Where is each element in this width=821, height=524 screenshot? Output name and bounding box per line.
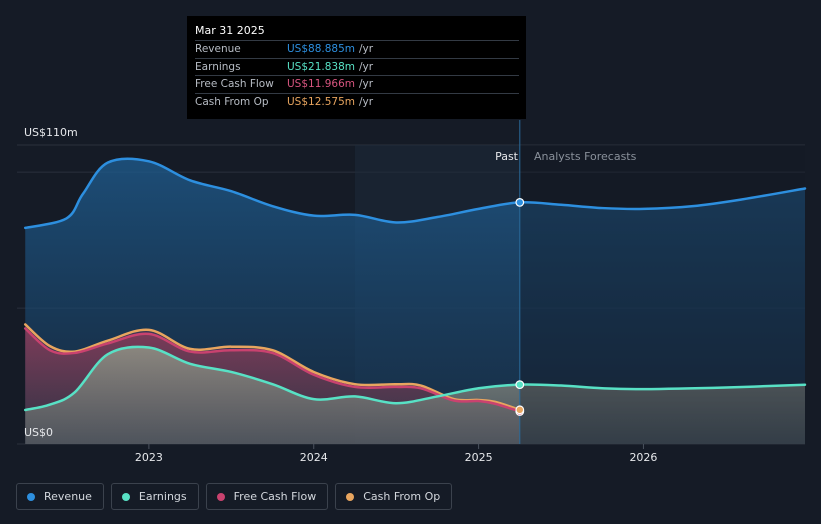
earnings-line <box>23 345 807 412</box>
legend-label: Earnings <box>138 490 187 503</box>
revenue-line <box>23 157 807 230</box>
hover-tooltip: Mar 31 2025 Revenue US$88.885m /yr Earni… <box>187 16 526 119</box>
y-axis-top-label: US$110m <box>24 126 78 139</box>
free-cash-flow-dot-icon <box>216 492 225 501</box>
tooltip-unit: /yr <box>359 60 374 73</box>
cfo-cutoff-marker <box>515 405 525 415</box>
legend-earnings[interactable]: Earnings <box>110 483 199 510</box>
tooltip-unit: /yr <box>359 95 374 108</box>
x-tick-label: 2025 <box>465 451 493 464</box>
tooltip-value: US$21.838m <box>287 60 355 73</box>
legend-revenue[interactable]: Revenue <box>16 483 104 510</box>
earnings-area <box>25 346 806 444</box>
tooltip-label: Free Cash Flow <box>195 78 274 90</box>
forecast-label: Analysts Forecasts <box>534 150 637 163</box>
tooltip-row-revenue: Revenue US$88.885m /yr <box>195 40 519 58</box>
tooltip-unit: /yr <box>359 43 374 55</box>
chart-legend: Revenue Earnings Free Cash Flow Cash Fro… <box>16 483 453 510</box>
y-axis-bottom-label: US$0 <box>24 426 53 439</box>
past-label: Past <box>495 150 519 163</box>
fcf-line <box>23 327 522 413</box>
cash-from-op-dot-icon <box>346 492 355 501</box>
x-tick-label: 2024 <box>300 451 328 464</box>
legend-label: Revenue <box>44 490 92 503</box>
tooltip-value: US$88.885m <box>287 43 355 55</box>
tooltip-date: Mar 31 2025 <box>195 24 265 37</box>
x-tick-label: 2023 <box>135 451 163 464</box>
earnings-dot-icon <box>121 492 130 501</box>
legend-label: Free Cash Flow <box>233 490 317 503</box>
series-lines <box>23 157 807 413</box>
forecast-shade <box>519 145 805 444</box>
legend-free-cash-flow[interactable]: Free Cash Flow <box>205 483 329 510</box>
revenue-dot-icon <box>27 492 35 501</box>
legend-label: Cash From Op <box>363 490 441 503</box>
tooltip-value: US$12.575m <box>287 95 355 108</box>
tooltip-label: Cash From Op <box>195 95 269 108</box>
earnings-cutoff-marker <box>515 380 525 390</box>
tooltip-row-cash-from-op: Cash From Op US$12.575m /yr <box>195 92 519 111</box>
tooltip-row-earnings: Earnings US$21.838m /yr <box>195 57 519 76</box>
x-axis-ticks: 2023 2024 2025 2026 <box>135 444 657 464</box>
tooltip-row-free-cash-flow: Free Cash Flow US$11.966m /yr <box>195 75 519 93</box>
revenue-cutoff-marker <box>515 197 525 207</box>
legend-cash-from-op[interactable]: Cash From Op <box>335 483 453 510</box>
cutoff-markers <box>515 197 525 416</box>
tooltip-label: Earnings <box>195 60 241 73</box>
tooltip-value: US$11.966m <box>287 78 355 90</box>
tooltip-unit: /yr <box>359 78 374 90</box>
series-areas <box>25 145 806 445</box>
x-tick-label: 2026 <box>629 451 657 464</box>
tooltip-label: Revenue <box>195 43 241 55</box>
